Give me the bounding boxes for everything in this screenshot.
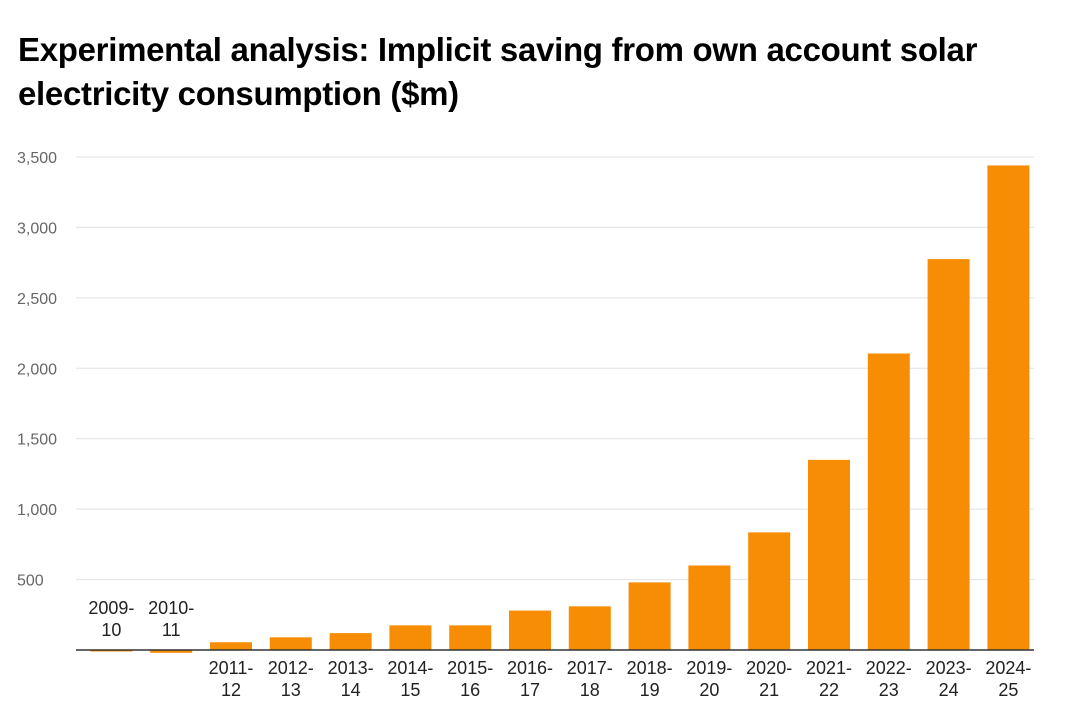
bars [90, 165, 1030, 653]
y-tick-label: 2,500 [17, 291, 57, 308]
y-tick-label: 3,000 [17, 220, 57, 237]
x-tick-label: 2014-15 [387, 658, 433, 700]
y-tick-label: 1,000 [17, 502, 57, 519]
x-tick-label: 2012-13 [268, 658, 314, 700]
y-tick-label: 500 [17, 573, 44, 590]
x-tick-label: 2024-25 [985, 658, 1031, 700]
bar-2015-16 [449, 625, 492, 650]
x-tick-label: 2011-12 [209, 658, 254, 700]
x-tick-label: 2009-10 [88, 598, 134, 640]
x-tick-label: 2020-21 [746, 658, 792, 700]
bar-2017-18 [568, 606, 611, 650]
y-tick-label: 2,000 [17, 361, 57, 378]
chart-title: Experimental analysis: Implicit saving f… [18, 31, 978, 112]
bar-2022-23 [867, 353, 910, 650]
bar-2011-12 [210, 642, 252, 650]
bar-2019-20 [688, 565, 731, 650]
x-tick-label: 2018-19 [627, 658, 673, 700]
bar-2013-14 [329, 633, 372, 650]
y-axis-tick-labels: 500 1,000 1,500 2,000 2,500 3,000 3,500 [17, 150, 57, 590]
x-tick-label: 2023-24 [926, 658, 972, 700]
x-axis-tick-labels: 2009-10 2010-11 2011-12 2012-13 2013-14 2014-… [88, 598, 1031, 700]
x-tick-label: 2013-14 [328, 658, 374, 700]
x-tick-label: 2021-22 [806, 658, 852, 700]
x-tick-label: 2017-18 [567, 658, 613, 700]
bar-2023-24 [927, 259, 970, 650]
bar-2010-11 [150, 650, 193, 653]
bar-2016-17 [509, 610, 551, 650]
x-tick-label: 2015-16 [447, 658, 493, 700]
bar-2012-13 [269, 637, 312, 650]
bar-2014-15 [389, 625, 432, 650]
x-tick-label: 2010-11 [148, 598, 194, 640]
y-tick-label: 1,500 [17, 432, 57, 449]
x-tick-label: 2022-23 [866, 658, 912, 700]
bar-2024-25 [987, 165, 1030, 651]
bar-2021-22 [808, 459, 850, 650]
bar-2020-21 [748, 532, 791, 650]
x-tick-label: 2019-20 [686, 658, 732, 700]
x-tick-label: 2016-17 [507, 658, 553, 700]
y-tick-label: 3,500 [17, 150, 57, 167]
bar-2018-19 [628, 582, 671, 650]
